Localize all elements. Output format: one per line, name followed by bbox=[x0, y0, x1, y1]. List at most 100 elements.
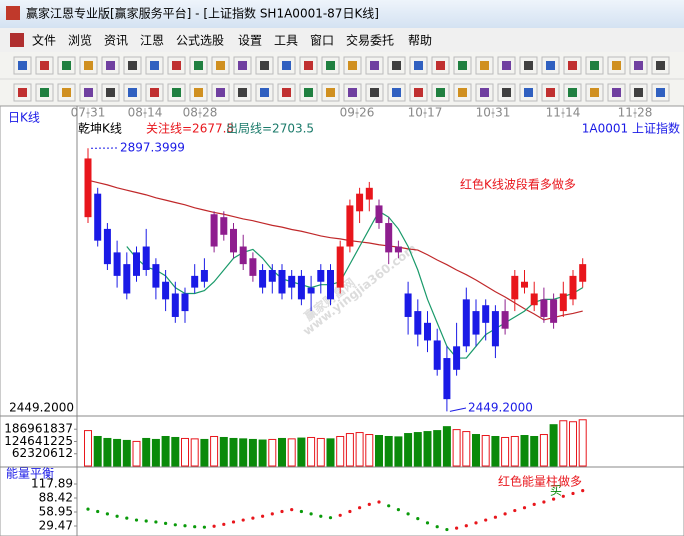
toolbar-button[interactable] bbox=[607, 83, 626, 102]
toolbar-button[interactable] bbox=[453, 56, 472, 75]
toolbar-glyph bbox=[238, 61, 247, 70]
toolbar-button[interactable] bbox=[167, 83, 186, 102]
toolbar-button[interactable] bbox=[321, 83, 340, 102]
y-tick-label: 124641225 bbox=[4, 434, 73, 448]
toolbar-button[interactable] bbox=[35, 56, 54, 75]
volume-bar bbox=[161, 435, 170, 467]
toolbar-button[interactable] bbox=[57, 83, 76, 102]
toolbar-button[interactable] bbox=[101, 56, 120, 75]
energy-dot bbox=[581, 489, 585, 493]
toolbar-button[interactable] bbox=[255, 83, 274, 102]
toolbar-button[interactable] bbox=[629, 83, 648, 102]
toolbar-button[interactable] bbox=[343, 83, 362, 102]
candle-body bbox=[414, 311, 422, 335]
toolbar-button[interactable] bbox=[607, 56, 626, 75]
energy-dot bbox=[367, 502, 371, 506]
toolbar-button[interactable] bbox=[651, 56, 670, 75]
toolbar-button[interactable] bbox=[277, 56, 296, 75]
toolbar-glyph bbox=[18, 61, 27, 70]
toolbar-button[interactable] bbox=[585, 83, 604, 102]
menu-item[interactable]: 公式选股 bbox=[176, 34, 224, 48]
energy-dot bbox=[493, 515, 497, 519]
toolbar-glyph bbox=[634, 61, 643, 70]
volume-bar bbox=[472, 434, 480, 467]
energy-dot bbox=[280, 509, 284, 514]
candle-body bbox=[404, 293, 412, 317]
menu-item[interactable]: 浏览 bbox=[68, 33, 92, 48]
volume-bar bbox=[530, 435, 539, 467]
toolbar-button[interactable] bbox=[101, 83, 120, 102]
menu-item[interactable]: 资讯 bbox=[104, 34, 128, 48]
toolbar-button[interactable] bbox=[211, 83, 230, 102]
toolbar-button[interactable] bbox=[563, 83, 582, 102]
volume-bar bbox=[501, 436, 510, 467]
toolbar-glyph bbox=[634, 88, 643, 97]
toolbar-glyph bbox=[546, 61, 555, 70]
toolbar-button[interactable] bbox=[431, 56, 450, 75]
toolbar-button[interactable] bbox=[475, 56, 494, 75]
toolbar-button[interactable] bbox=[453, 83, 472, 102]
toolbar-button[interactable] bbox=[35, 83, 54, 102]
toolbar-button[interactable] bbox=[255, 56, 274, 75]
menu-item[interactable]: 交易委托 bbox=[346, 33, 394, 48]
app-icon bbox=[6, 6, 20, 20]
toolbar-button[interactable] bbox=[57, 56, 76, 75]
energy-dot bbox=[270, 512, 274, 516]
toolbar-button[interactable] bbox=[497, 83, 516, 102]
toolbar-button[interactable] bbox=[431, 83, 450, 102]
menu-item[interactable]: 帮助 bbox=[408, 34, 432, 48]
energy-dot bbox=[348, 509, 352, 514]
menu-item[interactable]: 工具 bbox=[274, 34, 298, 48]
toolbar-button[interactable] bbox=[79, 83, 98, 102]
toolbar-button[interactable] bbox=[365, 83, 384, 102]
toolbar-button[interactable] bbox=[563, 56, 582, 75]
toolbar-button[interactable] bbox=[343, 56, 362, 75]
energy-dot bbox=[125, 516, 129, 520]
toolbar-button[interactable] bbox=[541, 56, 560, 75]
volume-bar bbox=[258, 439, 267, 467]
toolbar-button[interactable] bbox=[585, 56, 604, 75]
toolbar-button[interactable] bbox=[519, 83, 538, 102]
toolbar-button[interactable] bbox=[123, 83, 142, 102]
toolbar-button[interactable] bbox=[409, 83, 428, 102]
toolbar-button[interactable] bbox=[145, 56, 164, 75]
candle-body bbox=[550, 299, 558, 323]
volume-bar bbox=[210, 435, 219, 467]
low-annotation: 2449.2000 bbox=[468, 401, 533, 415]
menu-item[interactable]: 设置 bbox=[238, 34, 262, 48]
toolbar-button[interactable] bbox=[13, 83, 32, 102]
toolbar-button[interactable] bbox=[233, 56, 252, 75]
toolbar-button[interactable] bbox=[475, 83, 494, 102]
toolbar-button[interactable] bbox=[365, 56, 384, 75]
toolbar-button[interactable] bbox=[233, 83, 252, 102]
toolbar-button[interactable] bbox=[123, 56, 142, 75]
toolbar-button[interactable] bbox=[79, 56, 98, 75]
candle-body bbox=[220, 217, 228, 235]
toolbar-button[interactable] bbox=[189, 83, 208, 102]
toolbar-button[interactable] bbox=[299, 56, 318, 75]
energy-dot bbox=[435, 525, 439, 529]
toolbar-button[interactable] bbox=[519, 56, 538, 75]
menu-item[interactable]: 窗口 bbox=[310, 34, 334, 48]
toolbar-button[interactable] bbox=[299, 83, 318, 102]
toolbar-button[interactable] bbox=[629, 56, 648, 75]
menu-item[interactable]: 文件 bbox=[32, 33, 56, 48]
energy-dot bbox=[319, 514, 323, 518]
toolbar-button[interactable] bbox=[387, 56, 406, 75]
toolbar-button[interactable] bbox=[145, 83, 164, 102]
toolbar-button[interactable] bbox=[321, 56, 340, 75]
toolbar-button[interactable] bbox=[13, 56, 32, 75]
toolbar-button[interactable] bbox=[167, 56, 186, 75]
toolbar-glyph bbox=[348, 88, 357, 97]
toolbar-button[interactable] bbox=[409, 56, 428, 75]
toolbar-button[interactable] bbox=[387, 83, 406, 102]
toolbar-button[interactable] bbox=[211, 56, 230, 75]
toolbar-button[interactable] bbox=[277, 83, 296, 102]
toolbar-button[interactable] bbox=[189, 56, 208, 75]
toolbar-button[interactable] bbox=[651, 83, 670, 102]
toolbar-button[interactable] bbox=[497, 56, 516, 75]
volume-bar bbox=[93, 435, 102, 467]
toolbar-button[interactable] bbox=[541, 83, 560, 102]
menu-item[interactable]: 江恩 bbox=[140, 34, 164, 48]
